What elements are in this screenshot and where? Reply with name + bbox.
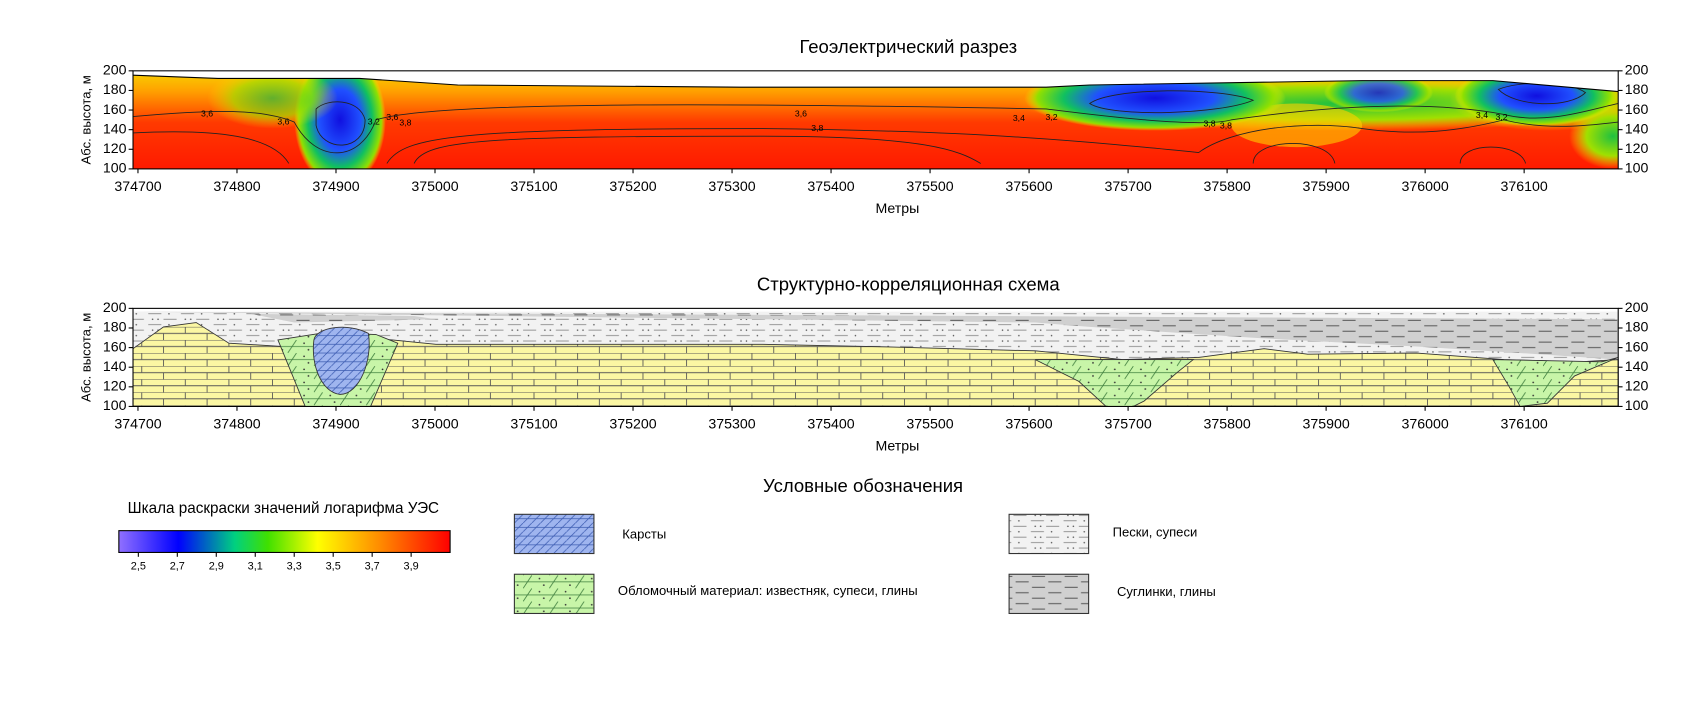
contour-label: 3,4 xyxy=(1476,110,1488,120)
y2-tick-label: 140 xyxy=(1625,359,1649,375)
y-axis-label: Абс. высота, м xyxy=(79,75,94,164)
contour-label: 3,4 xyxy=(1013,113,1025,123)
y-tick-label: 120 xyxy=(103,141,127,157)
x-tick-label: 375000 xyxy=(411,417,458,433)
y-tick-label: 140 xyxy=(103,359,127,375)
x-tick-label: 375000 xyxy=(411,179,458,195)
x-tick-label: 375400 xyxy=(807,417,854,433)
colorbar-tick-label: 3,5 xyxy=(326,560,341,572)
x-tick-label: 374900 xyxy=(312,417,359,433)
x-tick-label: 375400 xyxy=(807,179,854,195)
x-tick-label: 376000 xyxy=(1402,179,1449,195)
x-tick-label: 375100 xyxy=(510,417,557,433)
y-tick-label: 160 xyxy=(103,339,127,355)
y2-tick-label: 200 xyxy=(1625,300,1649,316)
colorbar-tick-label: 2,9 xyxy=(209,560,224,572)
legend-title: Условные обозначения xyxy=(763,475,963,496)
x-tick-label: 375200 xyxy=(609,417,656,433)
x-tick-label: 374800 xyxy=(213,179,260,195)
surface-line xyxy=(132,74,1619,93)
x-tick-label: 374700 xyxy=(114,417,161,433)
y2-tick-label: 100 xyxy=(1625,161,1649,177)
y-tick-label: 200 xyxy=(103,300,127,316)
contour-label: 3,8 xyxy=(1220,121,1232,131)
x-tick-label: 375700 xyxy=(1104,417,1151,433)
x-tick-label: 375900 xyxy=(1302,179,1349,195)
colorbar-tick-label: 3,3 xyxy=(287,560,302,572)
chart-title: Структурно-корреляционная схема xyxy=(757,273,1060,294)
colorbar-tick-label: 3,1 xyxy=(248,560,263,572)
colorbar-tick-label: 3,7 xyxy=(365,560,380,572)
contour-label: 3,6 xyxy=(795,109,807,119)
legend-label: Пески, супеси xyxy=(1113,524,1198,539)
chart-title: Геоэлектрический разрез xyxy=(799,36,1017,57)
legend-label: Обломочный материал: известняк, супеси, … xyxy=(618,583,918,598)
contour-label: 3,2 xyxy=(1046,112,1058,122)
y-tick-label: 100 xyxy=(103,161,127,177)
x-tick-label: 375600 xyxy=(1005,417,1052,433)
x-tick-label: 375600 xyxy=(1005,179,1052,195)
legend-swatch xyxy=(513,513,595,555)
legend-swatch xyxy=(513,573,595,615)
x-tick-label: 375700 xyxy=(1104,179,1151,195)
contour-label: 3,2 xyxy=(368,116,380,126)
colorbar-title: Шкала раскраски значений логарифма УЭС xyxy=(128,500,439,517)
x-tick-label: 376100 xyxy=(1501,179,1548,195)
x-tick-label: 375300 xyxy=(708,417,755,433)
x-tick-label: 375800 xyxy=(1203,179,1250,195)
colorbar-tick-label: 3,9 xyxy=(404,560,419,572)
y2-tick-label: 140 xyxy=(1625,121,1649,137)
y-axis-label: Абс. высота, м xyxy=(79,313,94,402)
contour-label: 3,8 xyxy=(811,123,823,133)
x-axis-label: Метры xyxy=(875,201,919,217)
plot-frame xyxy=(132,70,1619,170)
y2-tick-label: 180 xyxy=(1625,320,1649,336)
x-tick-label: 376000 xyxy=(1402,417,1449,433)
y-tick-label: 140 xyxy=(103,121,127,137)
geology-section xyxy=(132,311,1619,407)
y-tick-label: 180 xyxy=(103,82,127,98)
contour-label: 3,2 xyxy=(1496,112,1508,122)
x-tick-label: 375500 xyxy=(906,417,953,433)
x-tick-label: 375800 xyxy=(1203,417,1250,433)
x-tick-label: 375300 xyxy=(708,179,755,195)
y-tick-label: 180 xyxy=(103,320,127,336)
y2-tick-label: 180 xyxy=(1625,82,1649,98)
colorbar-tick-label: 2,7 xyxy=(170,560,185,572)
legend-swatch xyxy=(1008,573,1090,615)
x-axis-label: Метры xyxy=(875,438,919,454)
y-tick-label: 100 xyxy=(103,398,127,414)
contour-label: 3,6 xyxy=(386,112,398,122)
x-tick-label: 375900 xyxy=(1302,417,1349,433)
contour-label: 3,6 xyxy=(277,116,289,126)
contour-label: 3,6 xyxy=(201,109,213,119)
legend-label: Суглинки, глины xyxy=(1117,584,1216,599)
y2-tick-label: 120 xyxy=(1625,141,1649,157)
x-tick-label: 374900 xyxy=(312,179,359,195)
contour-label: 3,8 xyxy=(1204,119,1216,129)
y-tick-label: 120 xyxy=(103,379,127,395)
y2-tick-label: 120 xyxy=(1625,379,1649,395)
legend-swatch xyxy=(1008,513,1090,555)
x-tick-label: 374800 xyxy=(213,417,260,433)
x-tick-label: 375100 xyxy=(510,179,557,195)
y-tick-label: 200 xyxy=(103,63,127,79)
x-tick-label: 375200 xyxy=(609,179,656,195)
x-tick-label: 375500 xyxy=(906,179,953,195)
y-tick-label: 160 xyxy=(103,102,127,118)
y2-tick-label: 200 xyxy=(1625,63,1649,79)
contour-label: 3,8 xyxy=(399,117,411,127)
y2-tick-label: 160 xyxy=(1625,102,1649,118)
legend-label: Карсты xyxy=(622,526,666,541)
y2-tick-label: 160 xyxy=(1625,339,1649,355)
resistivity-field xyxy=(133,75,1619,169)
x-tick-label: 374700 xyxy=(114,179,161,195)
colorbar xyxy=(118,530,451,553)
x-tick-label: 376100 xyxy=(1501,417,1548,433)
plot-frame xyxy=(132,307,1619,407)
colorbar-tick-label: 2,5 xyxy=(131,560,146,572)
y2-tick-label: 100 xyxy=(1625,398,1649,414)
